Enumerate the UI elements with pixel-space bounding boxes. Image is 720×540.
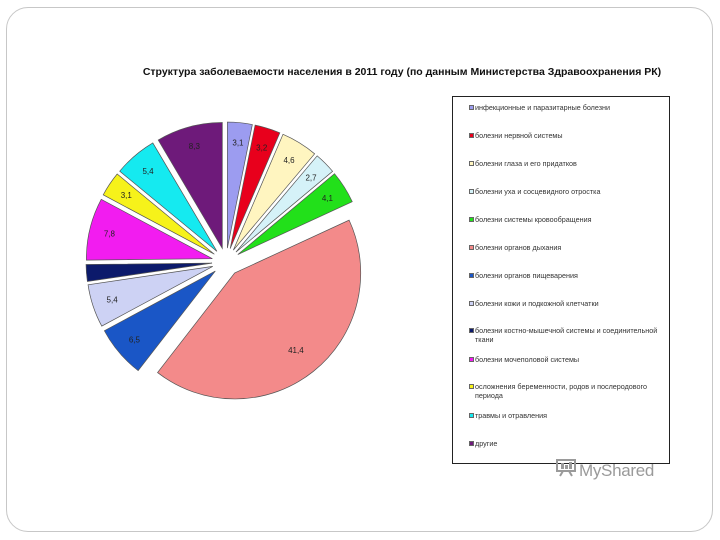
legend-item: болезни глаза и его придатков (469, 159, 667, 168)
pie-slice (103, 270, 216, 372)
pie-slice (87, 266, 213, 327)
legend-item: болезни уха и сосцевидного отростка (469, 187, 667, 196)
legend-item: болезни органов пищеварения (469, 271, 667, 280)
pie-slice (157, 122, 223, 250)
legend-swatch (469, 133, 474, 138)
pie-slice (237, 173, 353, 255)
slice-value-label: 2,7 (305, 173, 317, 182)
legend-swatch (469, 413, 474, 418)
legend-label: травмы и отравления (475, 411, 547, 420)
watermark-text: MyShared (579, 460, 655, 480)
legend-label: болезни системы кровообращения (475, 215, 592, 224)
slice-value-label: 5,4 (142, 167, 154, 176)
slice-value-label: 3,1 (121, 191, 133, 200)
chart-legend: инфекционные и паразитарные болезни болез… (452, 96, 670, 464)
slice-value-label: 6,5 (129, 336, 141, 345)
legend-item: болезни костно-мышечной системы и соедин… (469, 326, 667, 344)
legend-swatch (469, 441, 474, 446)
legend-label: осложнения беременности, родов и послеро… (475, 382, 647, 400)
pie-slice (85, 262, 213, 282)
legend-swatch (469, 384, 474, 389)
legend-item: болезни кожи и подкожной клетчатки (469, 299, 667, 308)
pie-slice (119, 142, 218, 252)
legend-label: другие (475, 439, 498, 448)
pie-slice (157, 219, 362, 400)
legend-label: болезни костно-мышечной системы и соедин… (475, 326, 658, 344)
legend-label: болезни мочеполовой системы (475, 355, 580, 364)
legend-label: болезни нервной системы (475, 131, 563, 140)
legend-label: болезни органов пищеварения (475, 271, 578, 280)
legend-item: болезни нервной системы (469, 131, 667, 140)
slice-value-label: 4,1 (322, 194, 334, 203)
pie-slice (229, 124, 281, 249)
legend-swatch (469, 217, 474, 222)
legend-item: болезни органов дыхания (469, 243, 667, 252)
legend-swatch (469, 105, 474, 110)
legend-swatch (469, 189, 474, 194)
pie-slice (86, 198, 213, 261)
legend-swatch (469, 245, 474, 250)
slice-value-label: 7,8 (104, 230, 116, 239)
pie-slice (102, 173, 215, 255)
legend-label: болезни кожи и подкожной клетчатки (475, 299, 599, 308)
slice-value-label: 3,1 (232, 139, 244, 148)
legend-item: болезни системы кровообращения (469, 215, 667, 224)
legend-swatch (469, 328, 474, 333)
slice-value-label: 3,2 (256, 143, 268, 152)
legend-item: травмы и отравления (469, 411, 667, 420)
legend-swatch (469, 161, 474, 166)
slice-value-label: 8,3 (189, 142, 201, 151)
slice-value-label: 4,6 (283, 156, 295, 165)
pie-slice (233, 133, 316, 251)
chart-title: Структура заболеваемости населения в 201… (142, 66, 662, 78)
pie-slice (227, 121, 253, 249)
slice-value-label: 41,4 (288, 346, 304, 355)
legend-label: инфекционные и паразитарные болезни (475, 103, 610, 112)
slice-value-label: 5,4 (107, 296, 119, 305)
legend-item: инфекционные и паразитарные болезни (469, 103, 667, 112)
legend-item: осложнения беременности, родов и послеро… (469, 382, 667, 400)
legend-label: болезни глаза и его придатков (475, 159, 577, 168)
legend-label: болезни уха и сосцевидного отростка (475, 187, 601, 196)
legend-swatch (469, 273, 474, 278)
legend-item: другие (469, 439, 667, 448)
presentation-board-icon (556, 459, 576, 482)
legend-swatch (469, 301, 474, 306)
legend-swatch (469, 357, 474, 362)
legend-item: болезни мочеполовой системы (469, 355, 667, 364)
pie-slice (235, 155, 334, 253)
watermark: MyShared (556, 459, 654, 482)
legend-label: болезни органов дыхания (475, 243, 562, 252)
